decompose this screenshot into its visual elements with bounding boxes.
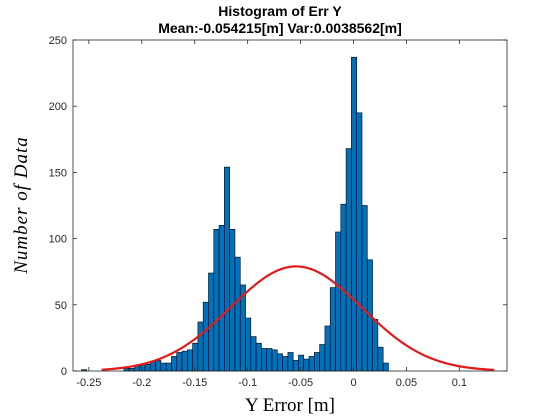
y-tick-label: 0 (61, 366, 67, 378)
histogram-bar (377, 346, 384, 372)
histogram-bar (197, 321, 204, 372)
y-tick-label: 100 (49, 234, 67, 246)
histogram-bar (155, 360, 162, 372)
histogram-bar (202, 301, 209, 372)
y-tick-label: 200 (49, 101, 67, 113)
chart-title: Histogram of Err Y (218, 3, 342, 19)
histogram-bar (324, 325, 331, 372)
plot-area (73, 40, 507, 371)
x-tick-label: 0.1 (452, 377, 467, 389)
histogram-bar (261, 348, 268, 372)
histogram-bar (192, 342, 199, 372)
chart-subtitle: Mean:-0.054215[m] Var:0.0038562[m] (158, 20, 402, 36)
histogram-bar (319, 344, 326, 372)
histogram-bar (361, 205, 368, 372)
histogram-bar (282, 356, 289, 372)
x-tick-label: -0.15 (182, 377, 207, 389)
histogram-bar (139, 365, 146, 372)
histogram-bar (298, 354, 305, 372)
y-tick-label: 250 (49, 35, 67, 47)
histogram-bar (329, 287, 336, 372)
x-tick-label: -0.25 (76, 377, 101, 389)
x-axis-ticks: -0.25 -0.2 -0.15 -0.1 -0.05 0 0.05 0.1 (76, 40, 467, 389)
histogram-bar (160, 362, 167, 372)
histogram-bar (372, 319, 379, 372)
histogram-bar (255, 342, 262, 372)
histogram-bar (144, 364, 151, 372)
x-tick-label: 0.05 (396, 377, 417, 389)
histogram-bar (149, 361, 156, 372)
histogram-bar (234, 256, 241, 372)
histogram-bar (345, 148, 352, 372)
histogram-bar (250, 336, 257, 372)
histogram-bar (171, 356, 178, 372)
y-tick-label: 150 (49, 167, 67, 179)
axes (72, 39, 508, 372)
histogram-bar (165, 362, 172, 372)
x-axis-label: Y Error [m] (244, 395, 336, 416)
histogram-bar (303, 358, 310, 372)
y-tick-label: 50 (55, 300, 67, 312)
histogram-bar (335, 231, 342, 372)
y-axis-label: Number of Data (11, 136, 32, 274)
histogram-bar (351, 56, 357, 372)
histogram-bar (287, 352, 294, 372)
gaussian-fit-curve (101, 265, 495, 371)
histogram-bar (292, 360, 299, 372)
y-axis-ticks: 0 50 100 150 200 250 (49, 35, 507, 378)
histogram-bar (229, 229, 236, 372)
histogram-bar (245, 317, 252, 372)
histogram-bar (176, 352, 183, 372)
histogram-bar (213, 229, 220, 372)
histogram-bar (314, 352, 320, 372)
histogram-bar (266, 348, 273, 372)
histogram-bars (81, 56, 389, 372)
histogram-bar (187, 349, 193, 372)
x-tick-label: -0.2 (132, 377, 151, 389)
x-tick-label: 0 (350, 377, 356, 389)
histogram-bar (271, 349, 278, 372)
histogram-bar (382, 362, 389, 372)
histogram-bar (356, 112, 363, 372)
histogram-bar (208, 272, 215, 372)
x-tick-label: -0.1 (238, 377, 257, 389)
histogram-bar (224, 166, 230, 372)
x-tick-label: -0.05 (288, 377, 313, 389)
histogram-bar (276, 353, 283, 372)
axes-frame (72, 39, 508, 372)
histogram-bar (218, 225, 225, 372)
histogram-bar (308, 356, 315, 372)
histogram-bar (181, 350, 188, 372)
